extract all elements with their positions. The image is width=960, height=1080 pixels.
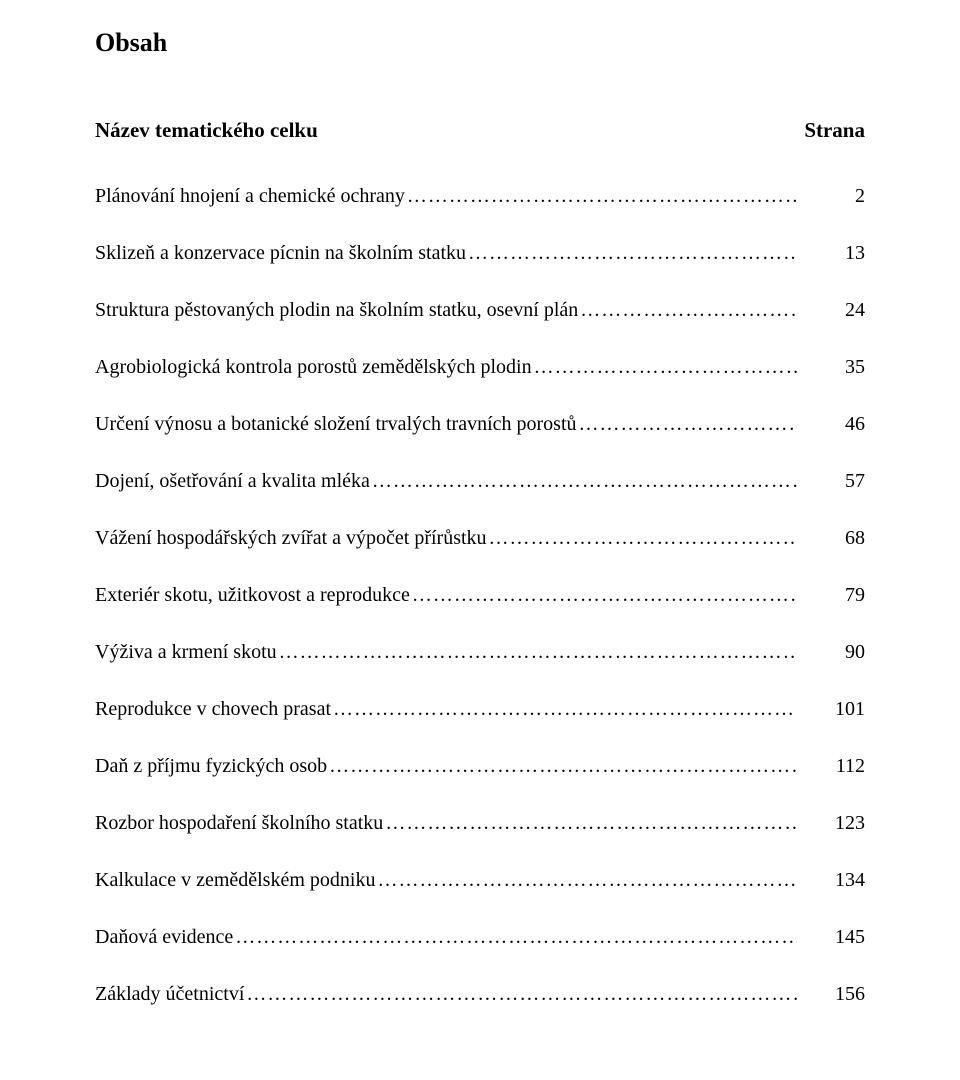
toc-item-label: Výživa a krmení skotu <box>95 641 277 664</box>
toc-item-label: Sklizeň a konzervace pícnin na školním s… <box>95 242 466 265</box>
toc-row: Výživa a krmení skotu 90 <box>95 641 865 664</box>
toc-list: Plánování hnojení a chemické ochrany 2 Skl… <box>95 185 865 1006</box>
toc-item-label: Vážení hospodářských zvířat a výpočet př… <box>95 527 487 550</box>
toc-item-label: Agrobiologická kontrola porostů zeměděls… <box>95 356 532 379</box>
toc-item-page: 57 <box>797 470 865 493</box>
toc-row: Agrobiologická kontrola porostů zeměděls… <box>95 356 865 379</box>
toc-leader-dots <box>383 812 797 835</box>
toc-leader-dots <box>466 242 797 265</box>
toc-leader-dots <box>244 983 797 1006</box>
toc-row: Struktura pěstovaných plodin na školním … <box>95 299 865 322</box>
toc-item-label: Daň z příjmu fyzických osob <box>95 755 327 778</box>
toc-row: Plánování hnojení a chemické ochrany 2 <box>95 185 865 208</box>
toc-item-label: Rozbor hospodaření školního statku <box>95 812 383 835</box>
toc-row: Exteriér skotu, užitkovost a reprodukce 7… <box>95 584 865 607</box>
toc-item-label: Základy účetnictví <box>95 983 244 1006</box>
toc-item-label: Exteriér skotu, užitkovost a reprodukce <box>95 584 410 607</box>
toc-item-label: Určení výnosu a botanické složení trvalý… <box>95 413 577 436</box>
toc-row: Sklizeň a konzervace pícnin na školním s… <box>95 242 865 265</box>
toc-item-page: 90 <box>797 641 865 664</box>
page-title: Obsah <box>95 28 865 58</box>
toc-leader-dots <box>577 413 797 436</box>
toc-item-page: 2 <box>797 185 865 208</box>
toc-leader-dots <box>277 641 797 664</box>
toc-leader-dots <box>233 926 797 949</box>
toc-row: Dojení, ošetřování a kvalita mléka 57 <box>95 470 865 493</box>
toc-leader-dots <box>532 356 797 379</box>
toc-item-page: 145 <box>797 926 865 949</box>
toc-item-page: 68 <box>797 527 865 550</box>
toc-header-left: Název tematického celku <box>95 118 318 143</box>
toc-row: Určení výnosu a botanické složení trvalý… <box>95 413 865 436</box>
toc-row: Daň z příjmu fyzických osob 112 <box>95 755 865 778</box>
toc-item-label: Plánování hnojení a chemické ochrany <box>95 185 405 208</box>
toc-item-label: Dojení, ošetřování a kvalita mléka <box>95 470 370 493</box>
toc-item-page: 101 <box>797 698 865 721</box>
toc-item-label: Daňová evidence <box>95 926 233 949</box>
toc-leader-dots <box>327 755 797 778</box>
toc-row: Rozbor hospodaření školního statku 123 <box>95 812 865 835</box>
toc-header-right: Strana <box>804 118 865 143</box>
toc-item-label: Kalkulace v zemědělském podniku <box>95 869 375 892</box>
toc-item-page: 13 <box>797 242 865 265</box>
toc-leader-dots <box>370 470 797 493</box>
toc-row: Reprodukce v chovech prasat 101 <box>95 698 865 721</box>
toc-leader-dots <box>487 527 797 550</box>
toc-row: Kalkulace v zemědělském podniku 134 <box>95 869 865 892</box>
toc-header: Název tematického celku Strana <box>95 118 865 143</box>
toc-item-page: 46 <box>797 413 865 436</box>
toc-item-page: 35 <box>797 356 865 379</box>
toc-item-page: 24 <box>797 299 865 322</box>
toc-row: Daňová evidence 145 <box>95 926 865 949</box>
toc-leader-dots <box>405 185 797 208</box>
toc-leader-dots <box>410 584 797 607</box>
toc-item-page: 156 <box>797 983 865 1006</box>
toc-item-page: 134 <box>797 869 865 892</box>
toc-item-page: 79 <box>797 584 865 607</box>
toc-item-label: Reprodukce v chovech prasat <box>95 698 331 721</box>
toc-leader-dots <box>375 869 797 892</box>
toc-leader-dots <box>331 698 797 721</box>
toc-item-label: Struktura pěstovaných plodin na školním … <box>95 299 578 322</box>
toc-row: Vážení hospodářských zvířat a výpočet př… <box>95 527 865 550</box>
toc-row: Základy účetnictví 156 <box>95 983 865 1006</box>
toc-item-page: 123 <box>797 812 865 835</box>
toc-item-page: 112 <box>797 755 865 778</box>
toc-leader-dots <box>578 299 797 322</box>
